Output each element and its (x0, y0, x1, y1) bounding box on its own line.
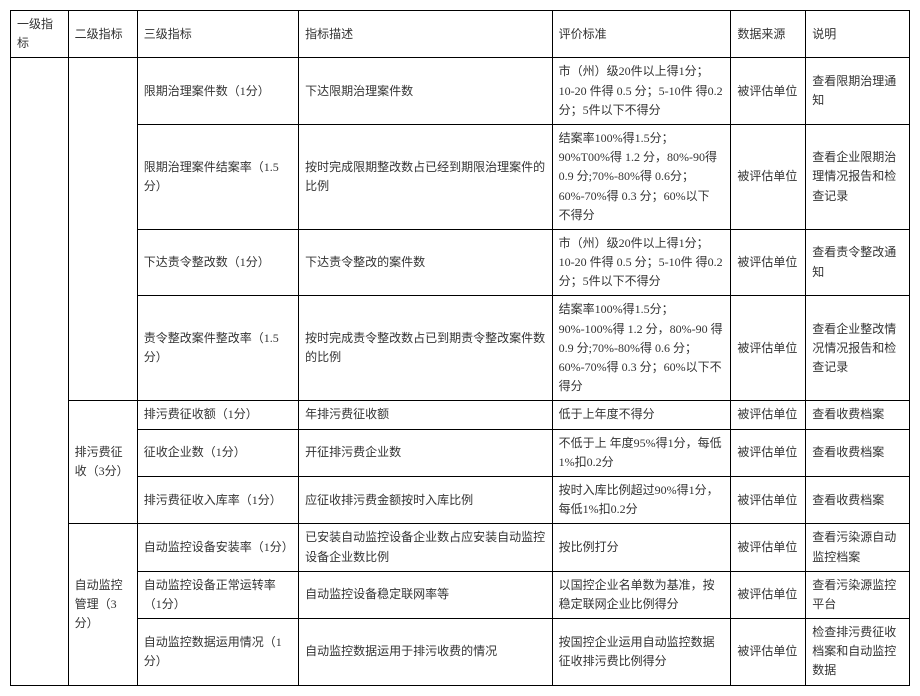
table-row: 自动监控数据运用情况（1分） 自动监控数据运用于排污收费的情况 按国控企业运用自… (11, 619, 910, 686)
cell-note: 查看收费档案 (806, 476, 910, 523)
cell-level3: 责令整改案件整改率（1.5分） (137, 296, 298, 401)
cell-source: 被评估单位 (731, 524, 806, 571)
cell-criteria: 不低于上 年度95%得1分，每低1%扣0.2分 (552, 429, 731, 476)
cell-note: 查看收费档案 (806, 429, 910, 476)
cell-source: 被评估单位 (731, 296, 806, 401)
cell-note: 查看污染源监控平台 (806, 571, 910, 618)
cell-level3: 排污费征收额（1分） (137, 401, 298, 429)
cell-criteria: 结案率100%得1.5分；90%T00%得 1.2 分，80%-90得 0.9 … (552, 124, 731, 229)
cell-criteria: 低于上年度不得分 (552, 401, 731, 429)
cell-source: 被评估单位 (731, 429, 806, 476)
cell-level2: 自动监控管理（3分） (68, 524, 137, 685)
cell-desc: 年排污费征收额 (299, 401, 553, 429)
cell-level3: 征收企业数（1分） (137, 429, 298, 476)
header-source: 数据来源 (731, 11, 806, 58)
cell-note: 查看限期治理通知 (806, 58, 910, 125)
cell-source: 被评估单位 (731, 58, 806, 125)
table-row: 自动监控管理（3分） 自动监控设备安装率（1分） 已安装自动监控设备企业数占应安… (11, 524, 910, 571)
table-row: 征收企业数（1分） 开征排污费企业数 不低于上 年度95%得1分，每低1%扣0.… (11, 429, 910, 476)
cell-desc: 按时完成责令整改数占已到期责令整改案件数的比例 (299, 296, 553, 401)
cell-note: 检查排污费征收档案和自动监控数据 (806, 619, 910, 686)
table-row: 自动监控设备正常运转率（1分） 自动监控设备稳定联网率等 以国控企业名单数为基准… (11, 571, 910, 618)
cell-criteria: 市（州）级20件以上得1分；10-20 件得 0.5 分；5-10件 得0.2分… (552, 58, 731, 125)
indicator-table: 一级指标 二级指标 三级指标 指标描述 评价标准 数据来源 说明 限期治理案件数… (10, 10, 910, 686)
cell-desc: 下达限期治理案件数 (299, 58, 553, 125)
table-row: 排污费征收入库率（1分） 应征收排污费金额按时入库比例 按时入库比例超过90%得… (11, 476, 910, 523)
cell-note: 查看责令整改通知 (806, 229, 910, 296)
cell-desc: 按时完成限期整改数占已经到期限治理案件的比例 (299, 124, 553, 229)
cell-note: 查看污染源自动监控档案 (806, 524, 910, 571)
cell-desc: 已安装自动监控设备企业数占应安装自动监控设备企业数比例 (299, 524, 553, 571)
header-note: 说明 (806, 11, 910, 58)
cell-source: 被评估单位 (731, 229, 806, 296)
header-level3: 三级指标 (137, 11, 298, 58)
cell-note: 查看收费档案 (806, 401, 910, 429)
cell-level3: 自动监控设备安装率（1分） (137, 524, 298, 571)
cell-desc: 自动监控设备稳定联网率等 (299, 571, 553, 618)
cell-criteria: 按时入库比例超过90%得1分，每低1%扣0.2分 (552, 476, 731, 523)
cell-level3: 下达责令整改数（1分） (137, 229, 298, 296)
header-description: 指标描述 (299, 11, 553, 58)
cell-source: 被评估单位 (731, 476, 806, 523)
cell-source: 被评估单位 (731, 619, 806, 686)
header-level1: 一级指标 (11, 11, 69, 58)
cell-level1 (11, 58, 69, 685)
cell-level2: 排污费征收（3分） (68, 401, 137, 524)
cell-desc: 应征收排污费金额按时入库比例 (299, 476, 553, 523)
cell-criteria: 按国控企业运用自动监控数据征收排污费比例得分 (552, 619, 731, 686)
cell-level3: 自动监控数据运用情况（1分） (137, 619, 298, 686)
cell-criteria: 结案率100%得1.5分； 90%-100%得 1.2 分，80%-90 得0.… (552, 296, 731, 401)
table-row: 责令整改案件整改率（1.5分） 按时完成责令整改数占已到期责令整改案件数的比例 … (11, 296, 910, 401)
cell-criteria: 按比例打分 (552, 524, 731, 571)
cell-level3: 限期治理案件结案率（1.5分） (137, 124, 298, 229)
header-level2: 二级指标 (68, 11, 137, 58)
cell-note: 查看企业整改情况情况报告和检查记录 (806, 296, 910, 401)
cell-level3: 排污费征收入库率（1分） (137, 476, 298, 523)
table-row: 限期治理案件数（1分） 下达限期治理案件数 市（州）级20件以上得1分；10-2… (11, 58, 910, 125)
header-row: 一级指标 二级指标 三级指标 指标描述 评价标准 数据来源 说明 (11, 11, 910, 58)
cell-note: 查看企业限期治理情况报告和检查记录 (806, 124, 910, 229)
cell-desc: 开征排污费企业数 (299, 429, 553, 476)
cell-desc: 自动监控数据运用于排污收费的情况 (299, 619, 553, 686)
table-row: 限期治理案件结案率（1.5分） 按时完成限期整改数占已经到期限治理案件的比例 结… (11, 124, 910, 229)
cell-level2 (68, 58, 137, 401)
header-criteria: 评价标准 (552, 11, 731, 58)
cell-source: 被评估单位 (731, 401, 806, 429)
cell-criteria: 以国控企业名单数为基准，按稳定联网企业比例得分 (552, 571, 731, 618)
cell-source: 被评估单位 (731, 571, 806, 618)
table-row: 下达责令整改数（1分） 下达责令整改的案件数 市（州）级20件以上得1分；10-… (11, 229, 910, 296)
cell-desc: 下达责令整改的案件数 (299, 229, 553, 296)
cell-level3: 自动监控设备正常运转率（1分） (137, 571, 298, 618)
cell-level3: 限期治理案件数（1分） (137, 58, 298, 125)
table-row: 排污费征收（3分） 排污费征收额（1分） 年排污费征收额 低于上年度不得分 被评… (11, 401, 910, 429)
cell-source: 被评估单位 (731, 124, 806, 229)
cell-criteria: 市（州）级20件以上得1分；10-20 件得 0.5 分；5-10件 得0.2分… (552, 229, 731, 296)
